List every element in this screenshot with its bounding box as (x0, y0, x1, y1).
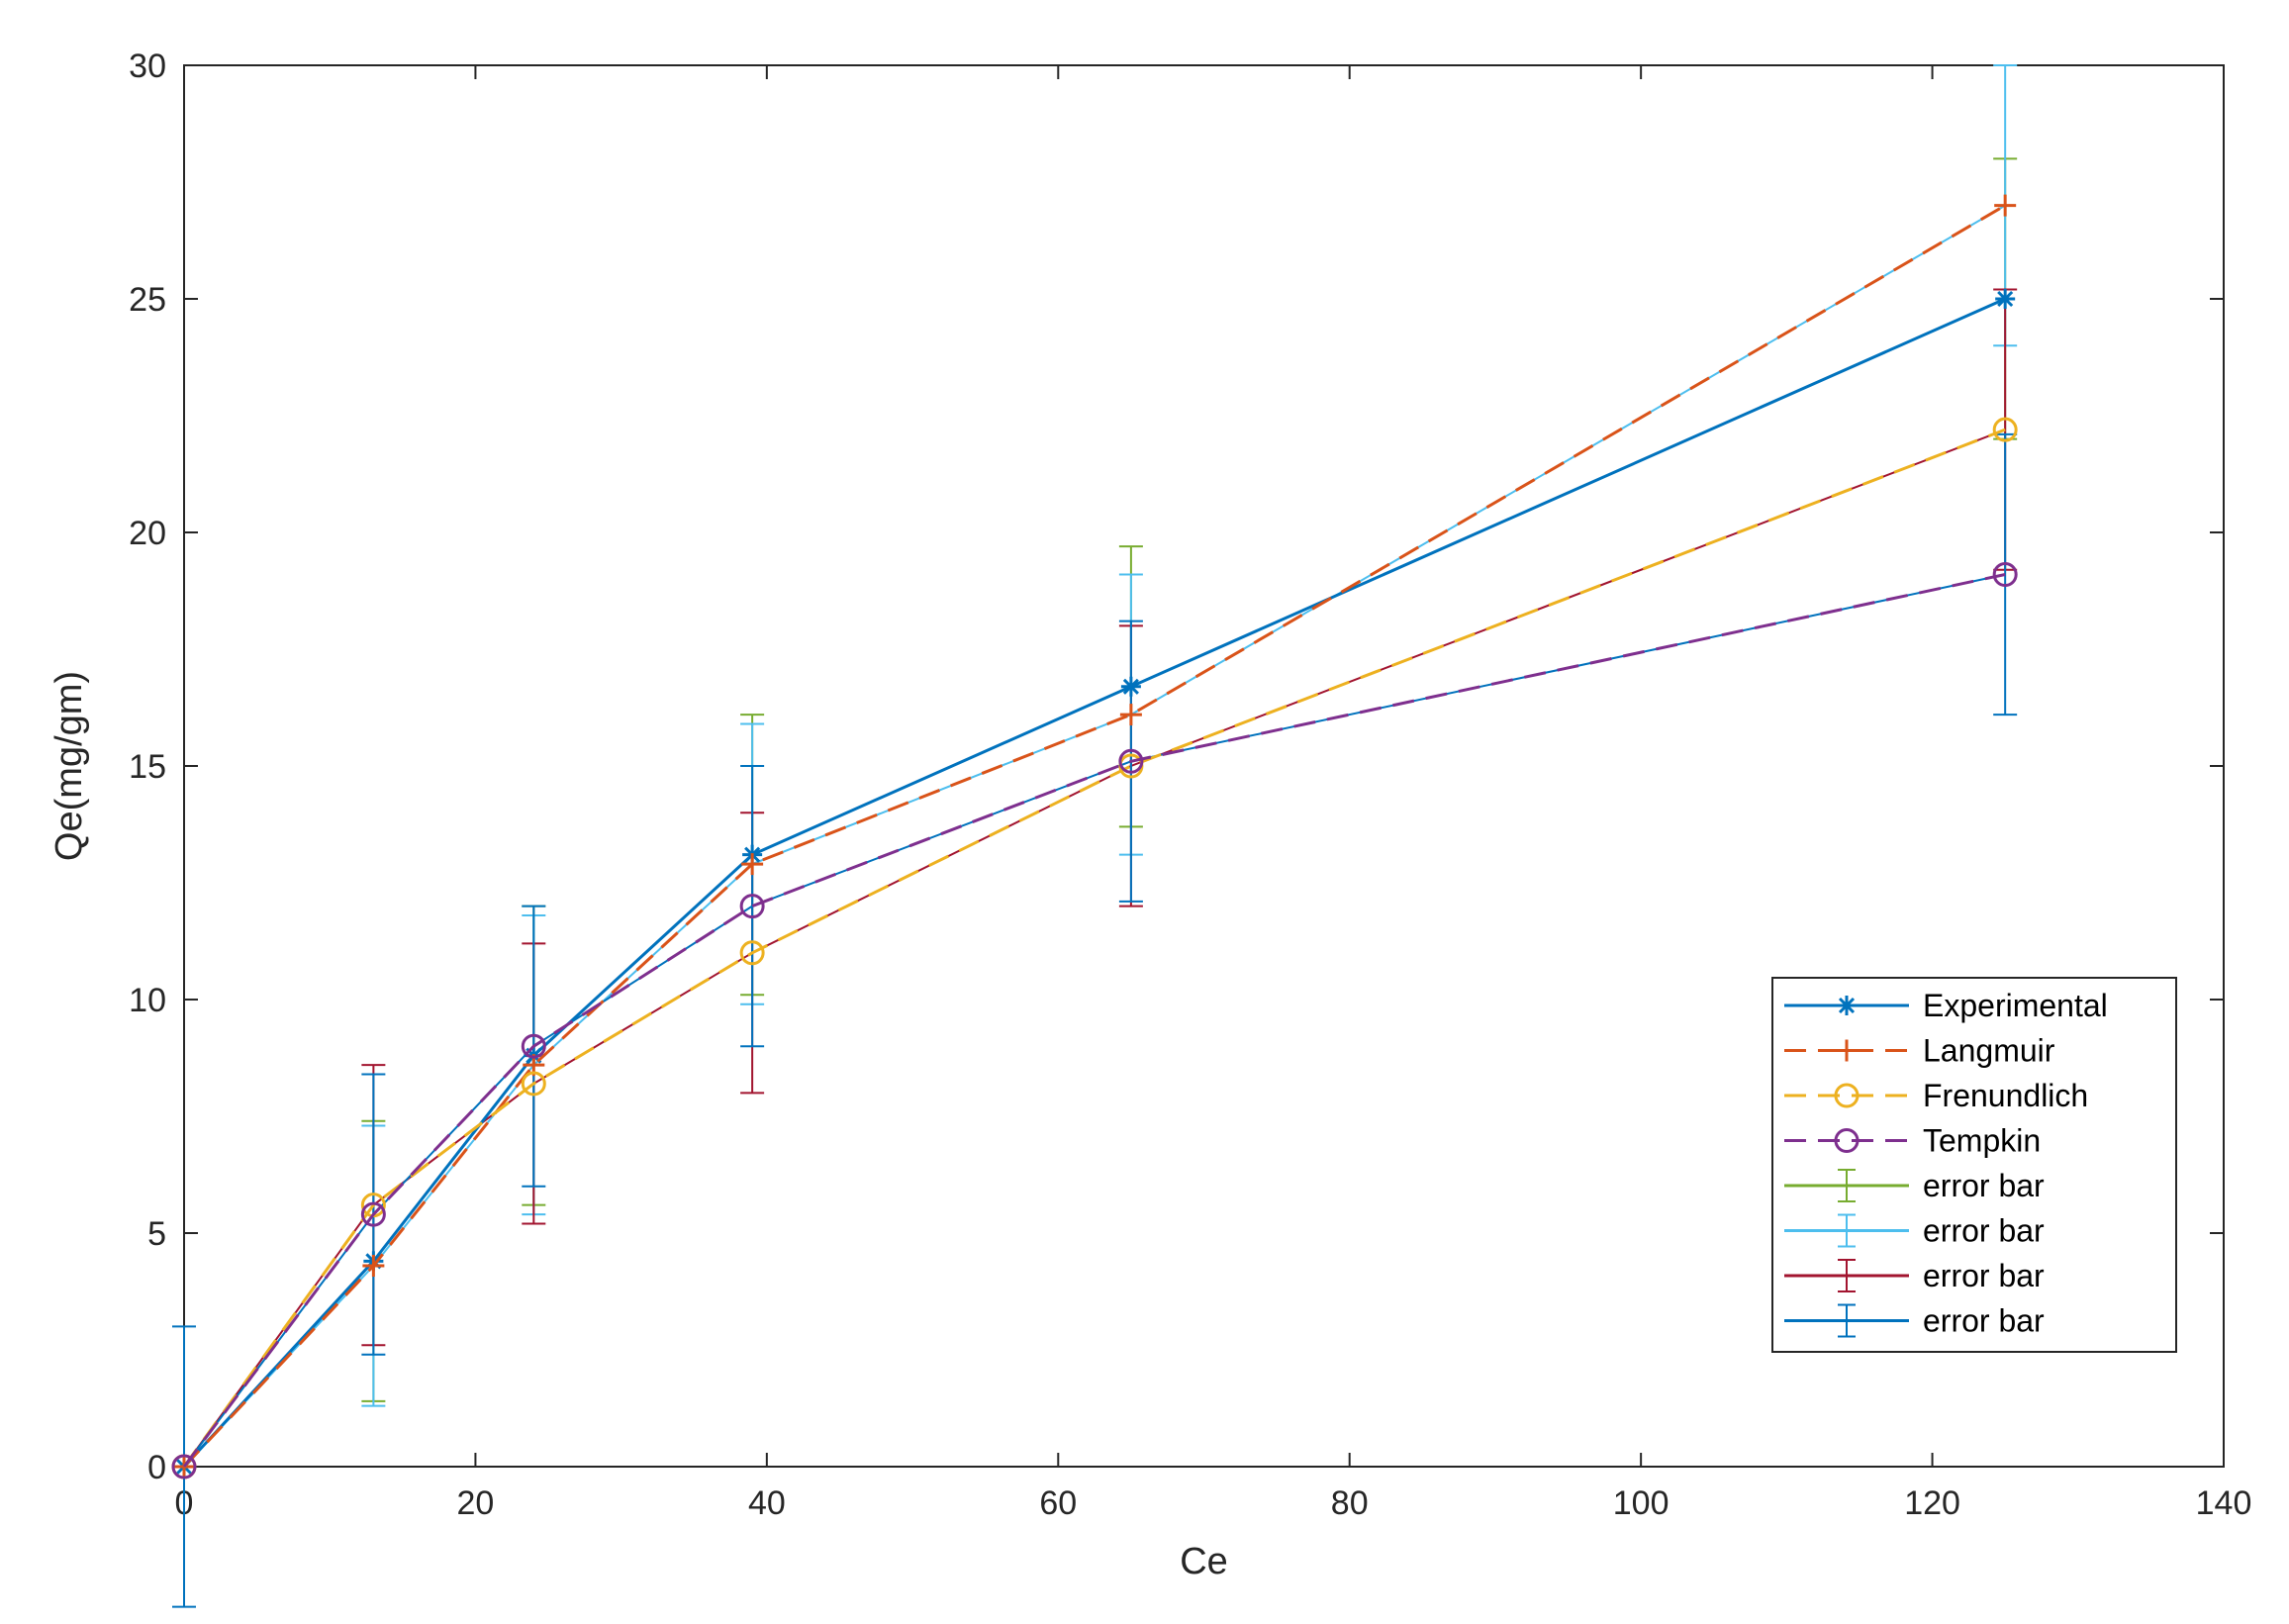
series-tempkin-3 (171, 561, 2018, 1480)
legend-item: Langmuir (1784, 1033, 2055, 1069)
series-line (182, 428, 2006, 1468)
data-point (1992, 561, 2018, 587)
y-tick-label: 25 (129, 281, 166, 319)
data-point (1995, 289, 2016, 309)
legend: Experimental Langmuir Frenundlich Tempkin er… (1771, 977, 2177, 1353)
legend-label: error bar (1923, 1258, 2045, 1293)
y-tick-label: 30 (129, 48, 166, 85)
y-tick-label: 15 (129, 748, 166, 786)
legend-swatch-marker (1834, 1128, 1860, 1153)
x-tick-label: 40 (748, 1484, 786, 1522)
legend-label: Tempkin (1923, 1123, 2041, 1159)
data-point (1994, 194, 2017, 217)
legend-label: error bar (1923, 1168, 2045, 1203)
legend-item: Experimental (1784, 988, 2108, 1023)
data-point (360, 1201, 386, 1227)
legend-box (1771, 977, 2177, 1353)
legend-item: error bar (1784, 1168, 2045, 1203)
x-tick-label: 100 (1613, 1484, 1669, 1522)
legend-label: Experimental (1923, 988, 2108, 1023)
series-line (182, 573, 2006, 1468)
legend-item: error bar (1784, 1303, 2045, 1339)
y-tick-label: 10 (129, 982, 166, 1019)
y-axis-label: Qe(mg/gm) (48, 671, 90, 861)
series-line (182, 204, 2006, 1469)
y-tick-label: 20 (129, 515, 166, 552)
x-tick-label: 20 (457, 1484, 495, 1522)
x-axis-label: Ce (1180, 1541, 1228, 1582)
data-point (739, 940, 765, 966)
data-point (521, 1033, 546, 1059)
legend-swatch-marker (1837, 996, 1857, 1015)
legend-label: error bar (1923, 1303, 2045, 1339)
legend-swatch-marker (1836, 1039, 1858, 1062)
x-tick-label: 140 (2196, 1484, 2252, 1522)
x-tick-label: 120 (1904, 1484, 1960, 1522)
data-point (362, 1255, 385, 1278)
data-point (1120, 676, 1141, 697)
series-line (182, 297, 2006, 1469)
data-point (521, 1071, 546, 1097)
y-tick-label: 5 (147, 1215, 166, 1253)
legend-item: error bar (1784, 1258, 2045, 1293)
data-point (739, 894, 765, 919)
legend-label: Frenundlich (1923, 1078, 2088, 1113)
x-tick-label: 80 (1331, 1484, 1369, 1522)
data-point (171, 1454, 197, 1480)
legend-item: Tempkin (1784, 1123, 2041, 1159)
y-tick-label: 0 (147, 1449, 166, 1486)
legend-item: error bar (1784, 1213, 2045, 1249)
legend-item: Frenundlich (1784, 1078, 2088, 1113)
legend-label: error bar (1923, 1213, 2045, 1249)
legend-label: Langmuir (1923, 1033, 2055, 1069)
x-tick-label: 60 (1039, 1484, 1077, 1522)
data-point (1118, 748, 1144, 774)
legend-swatch-marker (1834, 1083, 1860, 1108)
data-point (1119, 704, 1142, 726)
data-point (741, 853, 764, 876)
data-point (1992, 417, 2018, 442)
